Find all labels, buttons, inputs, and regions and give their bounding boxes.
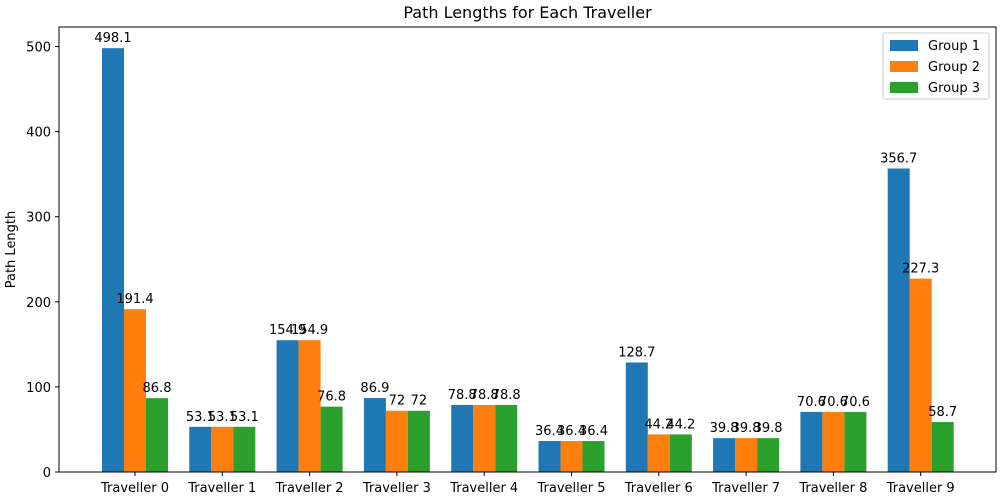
bar-value-label: 70.6 [797,395,826,410]
chart-title: Path Lengths for Each Traveller [403,3,652,22]
bar [320,406,343,472]
bar [713,438,736,472]
legend-swatch [890,61,918,72]
bar [669,434,692,472]
bars-group [102,48,954,472]
bar [124,309,146,472]
bar [146,398,168,472]
bar-value-label: 498.1 [94,31,131,46]
bar [582,441,605,472]
bar-value-label: 72 [411,394,428,409]
bar-value-label: 191.4 [116,292,153,307]
y-axis-label: Path Length [4,211,19,289]
bar-value-label: 39.8 [710,421,739,436]
bar [189,426,212,472]
bar [625,362,648,472]
bar [757,438,780,472]
x-tick-label: Traveller 6 [624,481,693,496]
x-tick-label: Traveller 5 [536,481,605,496]
legend-label: Group 1 [928,39,980,54]
bar [538,441,561,472]
x-tick-label: Traveller 0 [100,481,169,496]
x-tick-label: Traveller 2 [275,481,344,496]
y-tick-label: 100 [26,381,51,396]
bar-value-label: 86.8 [143,381,172,396]
bar [385,410,408,472]
bar-value-label: 53.1 [230,410,259,425]
bar [495,404,518,472]
bar [473,404,496,472]
bar [909,278,932,472]
bar-value-label: 86.9 [360,381,389,396]
y-tick-label: 300 [26,211,51,226]
y-tick-label: 400 [26,126,51,141]
bar [298,340,321,472]
bar-value-label: 70.6 [819,395,848,410]
plot-frame [58,26,997,473]
bar-labels-group: 498.1 53.1 154.9 86.9 78.8 36.4 128.7 39.8 70.6 3… [94,31,957,439]
bar-value-label: 78.8 [492,388,521,403]
bar-value-label: 76.8 [317,390,346,405]
bar [211,426,234,472]
x-tick-label: Traveller 9 [886,481,955,496]
bar [931,422,954,472]
x-tick-label: Traveller 7 [711,481,780,496]
bar [363,398,386,472]
bar [560,441,583,472]
x-tick-label: Traveller 4 [449,481,518,496]
legend-label: Group 3 [928,81,980,96]
bar [407,410,430,472]
legend-swatch [890,82,918,93]
bar-value-label: 53.1 [186,410,215,425]
y-tick-label: 500 [26,41,51,56]
bar-value-label: 154.9 [291,323,328,338]
bar [844,411,867,472]
y-axis: 0 100 200 300 400 500 [26,41,59,481]
bar-value-label: 70.6 [841,395,870,410]
bar-value-label: 44.2 [666,417,695,432]
bar-value-label: 39.8 [754,421,783,436]
bar-value-label: 36.4 [535,424,564,439]
bar-value-label: 44.2 [644,417,673,432]
bar-value-label: 154.9 [269,323,306,338]
bar-value-label: 36.4 [557,424,586,439]
bar-value-label: 58.7 [928,405,957,420]
x-tick-label: Traveller 1 [187,481,256,496]
bar-value-label: 227.3 [902,262,939,277]
bar [276,340,299,472]
legend-label: Group 2 [928,60,980,75]
y-tick-label: 200 [26,296,51,311]
bar-value-label: 39.8 [732,421,761,436]
bar [735,438,758,472]
x-tick-label: Traveller 3 [362,481,431,496]
bar [887,168,910,472]
y-tick-label: 0 [43,466,51,481]
bar-value-label: 72 [389,394,406,409]
bar-value-label: 53.1 [208,410,237,425]
bar [800,411,823,472]
bar [102,48,124,472]
bar [233,426,256,472]
x-axis: Traveller 0 Traveller 1 Traveller 2 Travell… [100,472,955,496]
bar-value-label: 78.8 [448,388,477,403]
bar-value-label: 78.8 [470,388,499,403]
bar [647,434,670,472]
x-tick-label: Traveller 8 [798,481,867,496]
bar [822,411,845,472]
bar-value-label: 356.7 [880,151,917,166]
bar-value-label: 128.7 [618,345,655,360]
bar [451,404,474,472]
legend: Group 1 Group 2 Group 3 [882,32,990,100]
legend-swatch [890,40,918,51]
bar-value-label: 36.4 [579,424,608,439]
